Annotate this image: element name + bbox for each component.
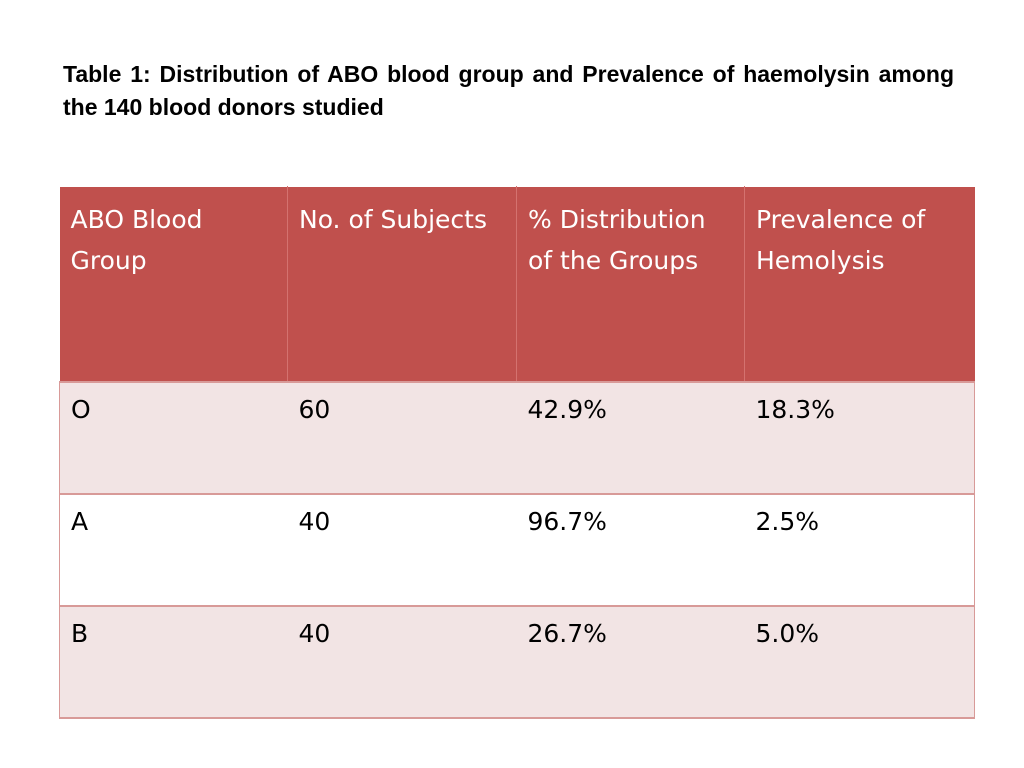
header-abo-blood-group: ABO Blood Group — [59, 186, 288, 382]
cell-subjects: 40 — [287, 492, 517, 606]
blood-group-table: ABO Blood Group No. of Subjects % Distri… — [59, 186, 975, 719]
cell-blood-group: A — [59, 492, 288, 606]
table-caption: Table 1: Distribution of ABO blood group… — [63, 61, 954, 120]
cell-prevalence: 5.0% — [744, 604, 975, 719]
cell-subjects: 60 — [287, 380, 517, 494]
table-row: B 40 26.7% 5.0% — [59, 604, 975, 719]
cell-distribution: 26.7% — [516, 604, 745, 719]
cell-subjects: 40 — [287, 604, 517, 719]
cell-blood-group: B — [59, 604, 288, 719]
table-body: O 60 42.9% 18.3% A 40 96.7% 2.5% B 40 26… — [59, 380, 975, 719]
header-row: ABO Blood Group No. of Subjects % Distri… — [59, 186, 975, 382]
cell-prevalence: 18.3% — [744, 380, 975, 494]
table-header: ABO Blood Group No. of Subjects % Distri… — [59, 186, 975, 382]
header-percent-distribution: % Distribution of the Groups — [516, 186, 745, 382]
table-row: O 60 42.9% 18.3% — [59, 380, 975, 494]
cell-blood-group: O — [59, 380, 288, 494]
header-no-of-subjects: No. of Subjects — [287, 186, 517, 382]
table-row: A 40 96.7% 2.5% — [59, 492, 975, 606]
cell-distribution: 96.7% — [516, 492, 745, 606]
cell-prevalence: 2.5% — [744, 492, 975, 606]
header-prevalence-of-hemolysis: Prevalence of Hemolysis — [744, 186, 975, 382]
cell-distribution: 42.9% — [516, 380, 745, 494]
